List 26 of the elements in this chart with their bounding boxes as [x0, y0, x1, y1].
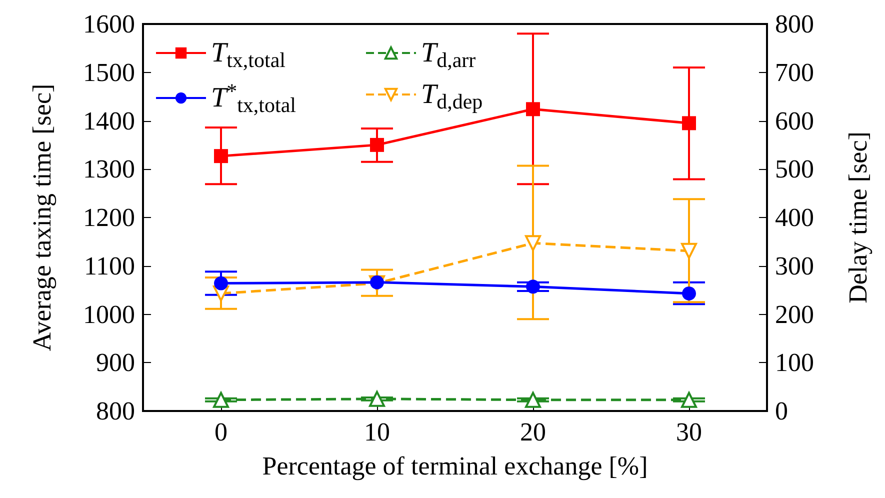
legend-label: T*tx,total [211, 79, 296, 117]
x-tick-label: 20 [520, 418, 546, 446]
x-axis-title: Percentage of terminal exchange [%] [262, 452, 648, 480]
y2-tick-label: 300 [775, 251, 814, 280]
y-tick-label: 1400 [83, 106, 135, 136]
x-tick-label: 30 [676, 418, 702, 446]
y2-tick-label: 700 [775, 58, 814, 87]
y2-tick-label: 800 [775, 10, 814, 38]
y-tick-label: 1200 [83, 203, 135, 232]
x-tick-label: 10 [364, 418, 390, 446]
y2-tick-label: 500 [775, 154, 814, 184]
y2-tick-label: 0 [775, 396, 788, 426]
y2-tick-label: 600 [775, 106, 814, 136]
x-tick-label: 0 [214, 418, 228, 446]
y-axis-title: Average taxing time [sec] [28, 84, 56, 352]
y2-axis-title: Delay time [sec] [844, 132, 872, 304]
y2-tick-label: 200 [775, 300, 814, 329]
y-tick-label: 1000 [83, 300, 135, 329]
y-tick-label: 1100 [84, 251, 135, 280]
y-tick-label: 800 [96, 396, 135, 426]
y2-tick-label: 400 [775, 203, 814, 232]
y2-tick-label: 100 [775, 348, 814, 378]
y-tick-label: 900 [96, 348, 135, 378]
y-tick-label: 1500 [83, 58, 135, 87]
y-tick-label: 1300 [83, 154, 135, 184]
y-tick-label: 1600 [83, 10, 135, 38]
